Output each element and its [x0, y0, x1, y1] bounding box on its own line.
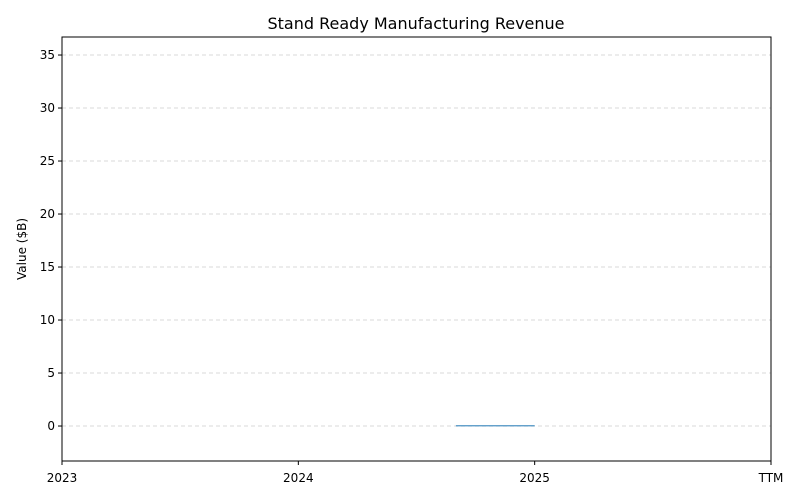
y-tick-label: 5 — [47, 366, 55, 380]
x-tick-label: 2024 — [283, 471, 314, 485]
x-tick-label: TTM — [758, 471, 784, 485]
x-ticks: 2023 2024 2025 TTM — [47, 461, 784, 485]
chart-title: Stand Ready Manufacturing Revenue — [268, 14, 565, 33]
y-tick-label: 10 — [40, 313, 55, 327]
x-tick-label: 2023 — [47, 471, 78, 485]
y-tick-label: 0 — [47, 419, 55, 433]
y-axis-label: Value ($B) — [15, 218, 29, 280]
y-tick-label: 15 — [40, 260, 55, 274]
y-tick-label: 25 — [40, 154, 55, 168]
y-tick-label: 30 — [40, 101, 55, 115]
y-tick-label: 20 — [40, 207, 55, 221]
y-tick-label: 35 — [40, 48, 55, 62]
grid-lines — [62, 54, 771, 427]
x-tick-label: 2025 — [519, 471, 550, 485]
bar — [455, 425, 535, 427]
plot-frame — [61, 36, 772, 462]
y-ticks: 0 5 10 15 20 25 30 35 — [40, 48, 62, 433]
bars — [455, 425, 535, 427]
